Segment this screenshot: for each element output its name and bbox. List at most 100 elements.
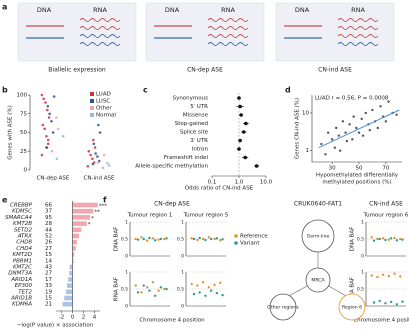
y-tick-label: 0 bbox=[181, 304, 184, 310]
data-point bbox=[221, 238, 224, 241]
data-point bbox=[401, 300, 404, 303]
data-point bbox=[47, 116, 51, 119]
data-point bbox=[207, 286, 211, 289]
data-point bbox=[151, 237, 155, 240]
legend-label: Other bbox=[96, 106, 112, 112]
data-point bbox=[207, 236, 211, 239]
data-point bbox=[92, 138, 95, 142]
data-point bbox=[361, 134, 365, 137]
data-point bbox=[209, 237, 213, 241]
data-point bbox=[389, 237, 393, 240]
data-point bbox=[148, 289, 151, 292]
rna-wave bbox=[337, 42, 379, 46]
tree-node bbox=[301, 219, 335, 253]
data-point bbox=[190, 237, 193, 240]
x-tick-label: 10.0 bbox=[260, 180, 273, 186]
panel-label: c bbox=[143, 86, 148, 95]
y-tick-label: 0.5 bbox=[121, 237, 128, 243]
data-point bbox=[140, 236, 143, 239]
data-point bbox=[384, 302, 387, 305]
data-point bbox=[389, 300, 393, 304]
rna-wave bbox=[337, 34, 379, 38]
gene-label: DNMT3A bbox=[8, 271, 32, 277]
count-label: 27 bbox=[45, 271, 52, 277]
tree-node bbox=[305, 267, 331, 293]
x-tick-label: CN-ind ASE bbox=[84, 176, 115, 182]
estimate bbox=[238, 104, 242, 109]
count-label: 95 bbox=[45, 215, 52, 221]
dna-label: DNA bbox=[295, 6, 310, 14]
data-point bbox=[213, 237, 216, 241]
count-label: 52 bbox=[45, 234, 52, 240]
estimate bbox=[254, 164, 259, 168]
bar bbox=[72, 258, 74, 264]
y-tick-label: 0.5 bbox=[177, 287, 184, 293]
legend-swatch bbox=[90, 92, 94, 96]
y-tick-label: 1 bbox=[306, 148, 310, 154]
estimate bbox=[244, 121, 248, 126]
rna-wave bbox=[337, 26, 379, 30]
data-point bbox=[55, 157, 59, 161]
legend-label: Reference bbox=[240, 234, 268, 240]
estimate bbox=[241, 130, 246, 134]
gene-label: EP300 bbox=[15, 283, 33, 289]
data-point bbox=[387, 100, 390, 103]
data-point bbox=[86, 164, 90, 168]
bar bbox=[72, 233, 80, 239]
count-label: 15 bbox=[45, 252, 52, 258]
data-point bbox=[393, 236, 396, 240]
box-caption: CN-dep ASE bbox=[187, 67, 223, 74]
data-point bbox=[46, 104, 50, 108]
data-point bbox=[384, 238, 387, 242]
data-point bbox=[198, 291, 201, 294]
data-point bbox=[98, 131, 102, 134]
data-point bbox=[204, 238, 207, 242]
data-point bbox=[393, 272, 396, 275]
data-point bbox=[198, 236, 201, 240]
data-point bbox=[387, 274, 391, 278]
panel-title: Tumour region 6 bbox=[363, 213, 409, 219]
x-axis-label: methylated positions (%) bbox=[322, 180, 391, 186]
data-point bbox=[101, 166, 105, 170]
data-point bbox=[151, 281, 155, 284]
data-point bbox=[107, 164, 111, 167]
x-axis-label: −log(P value) × association bbox=[17, 323, 94, 329]
legend-label: Variant bbox=[240, 241, 260, 247]
data-point bbox=[348, 123, 351, 126]
rna-wave bbox=[207, 42, 249, 46]
y-tick-label: 1 bbox=[125, 270, 128, 276]
legend-swatch bbox=[234, 241, 238, 245]
panel-label: a bbox=[2, 3, 7, 12]
data-point bbox=[48, 112, 51, 116]
estimate bbox=[239, 113, 243, 117]
data-point bbox=[384, 120, 388, 123]
data-point bbox=[387, 238, 391, 241]
rna-label: RNA bbox=[351, 6, 365, 14]
legend-label: Normal bbox=[96, 113, 116, 119]
rna-wave bbox=[207, 18, 249, 22]
diagram-box bbox=[17, 2, 137, 62]
data-point bbox=[145, 239, 149, 242]
data-point bbox=[213, 283, 216, 287]
y-tick-label: 50 bbox=[20, 130, 27, 136]
data-point bbox=[153, 294, 157, 297]
tree-node bbox=[338, 293, 366, 321]
legend-swatch bbox=[90, 113, 94, 117]
y-tick-label: 1 bbox=[361, 270, 364, 276]
legend-swatch bbox=[234, 234, 238, 238]
count-label: 21 bbox=[45, 302, 52, 308]
data-point bbox=[55, 116, 58, 119]
data-point bbox=[136, 238, 140, 241]
y-axis-label: RNA BAF bbox=[350, 277, 356, 301]
count-label: 66 bbox=[45, 203, 52, 209]
data-point bbox=[379, 105, 382, 108]
count-label: 15 bbox=[45, 296, 52, 302]
y-axis-label: Genes with ASE (%) bbox=[8, 105, 14, 160]
data-point bbox=[370, 236, 373, 239]
data-point bbox=[41, 123, 45, 127]
y-tick-label: 0.5 bbox=[177, 237, 184, 243]
y-tick-label: 10 bbox=[302, 110, 309, 116]
y-tick-label: 0 bbox=[361, 254, 364, 260]
data-point bbox=[97, 123, 100, 127]
data-point bbox=[91, 157, 94, 161]
